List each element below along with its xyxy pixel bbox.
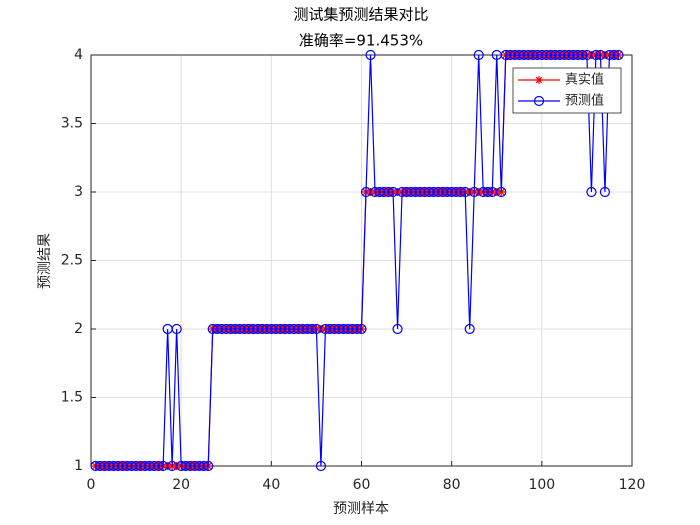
- y-tick-label: 1: [74, 458, 83, 474]
- circle-marker: [586, 186, 597, 198]
- x-tick-label: 120: [619, 477, 646, 493]
- circle-marker: [577, 49, 588, 61]
- star-marker: [535, 76, 543, 84]
- y-tick-label: 3.5: [61, 116, 83, 132]
- circle-marker: [351, 323, 363, 335]
- y-tick-label: 2: [74, 321, 83, 337]
- x-tick-label: 20: [172, 477, 190, 493]
- circle-marker: [153, 460, 164, 472]
- x-axis-label: 预测样本: [333, 501, 389, 517]
- circle-marker: [464, 323, 475, 335]
- x-tick-label: 40: [262, 477, 280, 493]
- circle-marker: [496, 186, 507, 198]
- circle-marker: [455, 186, 466, 198]
- circle-marker: [315, 460, 327, 472]
- circle-marker: [608, 49, 620, 61]
- circle-marker: [482, 186, 493, 198]
- x-tick-label: 60: [353, 477, 371, 493]
- y-tick-label: 2.5: [61, 253, 83, 269]
- x-tick-label: 80: [443, 477, 461, 493]
- circle-marker: [365, 49, 376, 61]
- chart-subtitle: 准确率=91.453%: [299, 32, 423, 50]
- circle-marker: [613, 49, 624, 61]
- circle-marker: [171, 323, 182, 335]
- y-tick-label: 4: [74, 47, 83, 63]
- circle-marker: [590, 49, 602, 61]
- legend-box: [512, 67, 622, 114]
- circle-marker: [198, 460, 209, 472]
- x-tick-label: 0: [87, 477, 96, 493]
- chart-title: 测试集预测结果对比: [293, 6, 428, 24]
- circle-marker: [533, 95, 545, 107]
- x-tick-label: 100: [528, 477, 555, 493]
- circle-marker: [392, 323, 403, 335]
- plot-frame: [90, 54, 633, 467]
- y-axis-label: 预测结果: [37, 233, 53, 289]
- circle-marker: [473, 49, 484, 61]
- circle-marker: [383, 186, 394, 198]
- circle-marker: [203, 460, 214, 472]
- y-tick-label: 3: [74, 184, 83, 200]
- legend-label: 预测值: [565, 93, 604, 109]
- legend-label: 真实值: [565, 72, 604, 88]
- circle-marker: [306, 323, 318, 335]
- circle-marker: [599, 186, 611, 198]
- y-tick-label: 1.5: [61, 390, 83, 406]
- circle-marker: [356, 323, 367, 335]
